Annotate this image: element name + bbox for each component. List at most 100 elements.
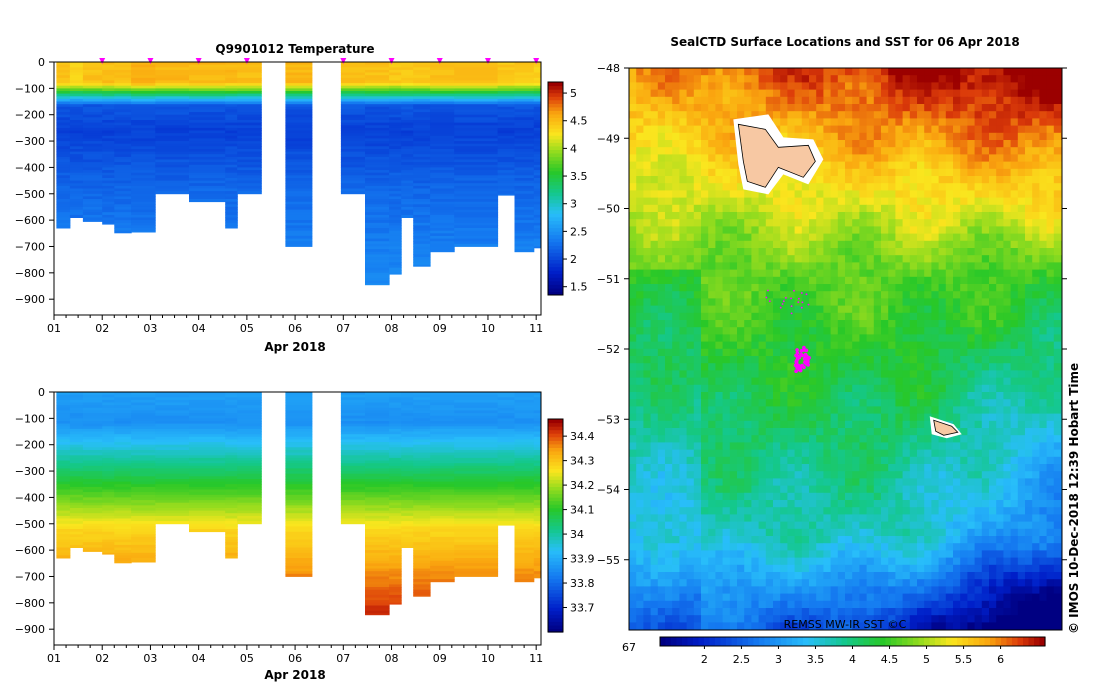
sst-cell	[737, 111, 745, 119]
section-cell	[365, 222, 390, 226]
section-cell	[454, 196, 499, 200]
sst-cell	[953, 284, 961, 292]
section-cell	[454, 571, 499, 575]
sst-cell	[1046, 147, 1055, 155]
section-cell	[340, 450, 366, 454]
section-cell	[514, 180, 535, 184]
sst-cell	[895, 140, 903, 148]
sst-cell	[1025, 82, 1033, 90]
section-cell	[69, 518, 84, 522]
section-cell	[155, 183, 190, 187]
section-cell	[82, 550, 103, 552]
section-cell	[131, 159, 156, 163]
sst-cell	[953, 197, 961, 206]
sst-cell	[1017, 204, 1026, 213]
sst-cell	[787, 255, 795, 263]
sst-cell	[708, 82, 716, 90]
section-cell	[365, 602, 390, 606]
sst-cell	[773, 298, 781, 306]
sst-cell	[1053, 140, 1062, 148]
section-cell	[82, 170, 103, 174]
section-cell	[454, 479, 499, 483]
sst-cell	[845, 111, 853, 119]
section-cell	[389, 539, 402, 543]
sst-cell	[636, 96, 644, 105]
section-cell	[82, 515, 103, 519]
section-cell	[533, 114, 542, 118]
sst-cell	[938, 161, 947, 170]
sst-cell	[679, 168, 687, 177]
section-cell	[189, 135, 226, 139]
sst-cell	[1046, 262, 1055, 270]
sst-cell	[1017, 255, 1026, 263]
section-cell	[237, 191, 262, 195]
sst-cell	[686, 154, 695, 162]
sst-cell	[1032, 140, 1040, 148]
section-cell	[114, 64, 132, 68]
sst-cell	[1017, 212, 1026, 220]
sst-cell	[672, 276, 680, 285]
sst-cell	[816, 118, 824, 126]
section-cell	[365, 518, 390, 522]
sst-cell	[924, 147, 932, 155]
section-cell	[69, 410, 84, 414]
sst-cell	[852, 147, 860, 155]
section-cell	[82, 214, 103, 218]
sst-cell	[960, 140, 968, 148]
section-cell	[225, 460, 238, 464]
section-cell	[533, 125, 542, 129]
sst-cell	[996, 140, 1004, 148]
sst-cell	[1053, 276, 1062, 285]
section-cell	[69, 164, 84, 168]
sst-cell	[708, 147, 716, 155]
sst-cell	[845, 147, 853, 155]
sst-cell	[729, 168, 738, 177]
section-cell	[533, 455, 542, 459]
section-cell	[365, 120, 390, 124]
sst-cell	[780, 68, 788, 76]
section-cell	[454, 69, 499, 73]
section-cell	[225, 494, 238, 498]
section-cell	[340, 69, 366, 73]
colorbar-swatch	[548, 628, 563, 633]
sst-cell	[852, 276, 860, 285]
section-cell	[189, 170, 226, 174]
section-cell	[155, 67, 190, 71]
sst-cell	[1003, 240, 1011, 249]
sst-cell	[931, 204, 939, 213]
section-cell	[454, 191, 499, 195]
section-cell	[340, 418, 366, 422]
section-cell	[430, 476, 455, 480]
section-cell	[56, 497, 71, 501]
section-cell	[189, 156, 226, 160]
section-cell	[237, 93, 262, 97]
section-cell	[189, 465, 226, 469]
sst-cell	[816, 176, 824, 184]
section-cell	[56, 534, 71, 538]
sst-cell	[931, 255, 939, 263]
sst-cell	[758, 68, 767, 76]
section-cell	[131, 508, 156, 512]
section-cell	[225, 109, 238, 113]
sst-cell	[960, 190, 968, 198]
section-cell	[430, 85, 455, 89]
sst-cell	[938, 147, 947, 155]
section-cell	[413, 149, 431, 153]
sst-cell	[974, 140, 983, 148]
section-cell	[365, 544, 390, 548]
section-cell	[69, 159, 84, 163]
sst-cell	[960, 204, 968, 213]
section-cell	[454, 415, 499, 419]
colorbar-swatch	[548, 195, 563, 200]
sst-cell	[665, 118, 673, 126]
sst-cell	[953, 219, 961, 227]
section-cell	[102, 206, 115, 210]
sst-cell	[924, 75, 932, 83]
colorbar-swatch	[548, 255, 563, 260]
section-cell	[102, 212, 115, 216]
section-cell	[533, 104, 542, 108]
section-cell	[514, 196, 535, 200]
section-cell	[285, 191, 313, 195]
section-cell	[413, 196, 431, 200]
section-cell	[454, 220, 499, 224]
